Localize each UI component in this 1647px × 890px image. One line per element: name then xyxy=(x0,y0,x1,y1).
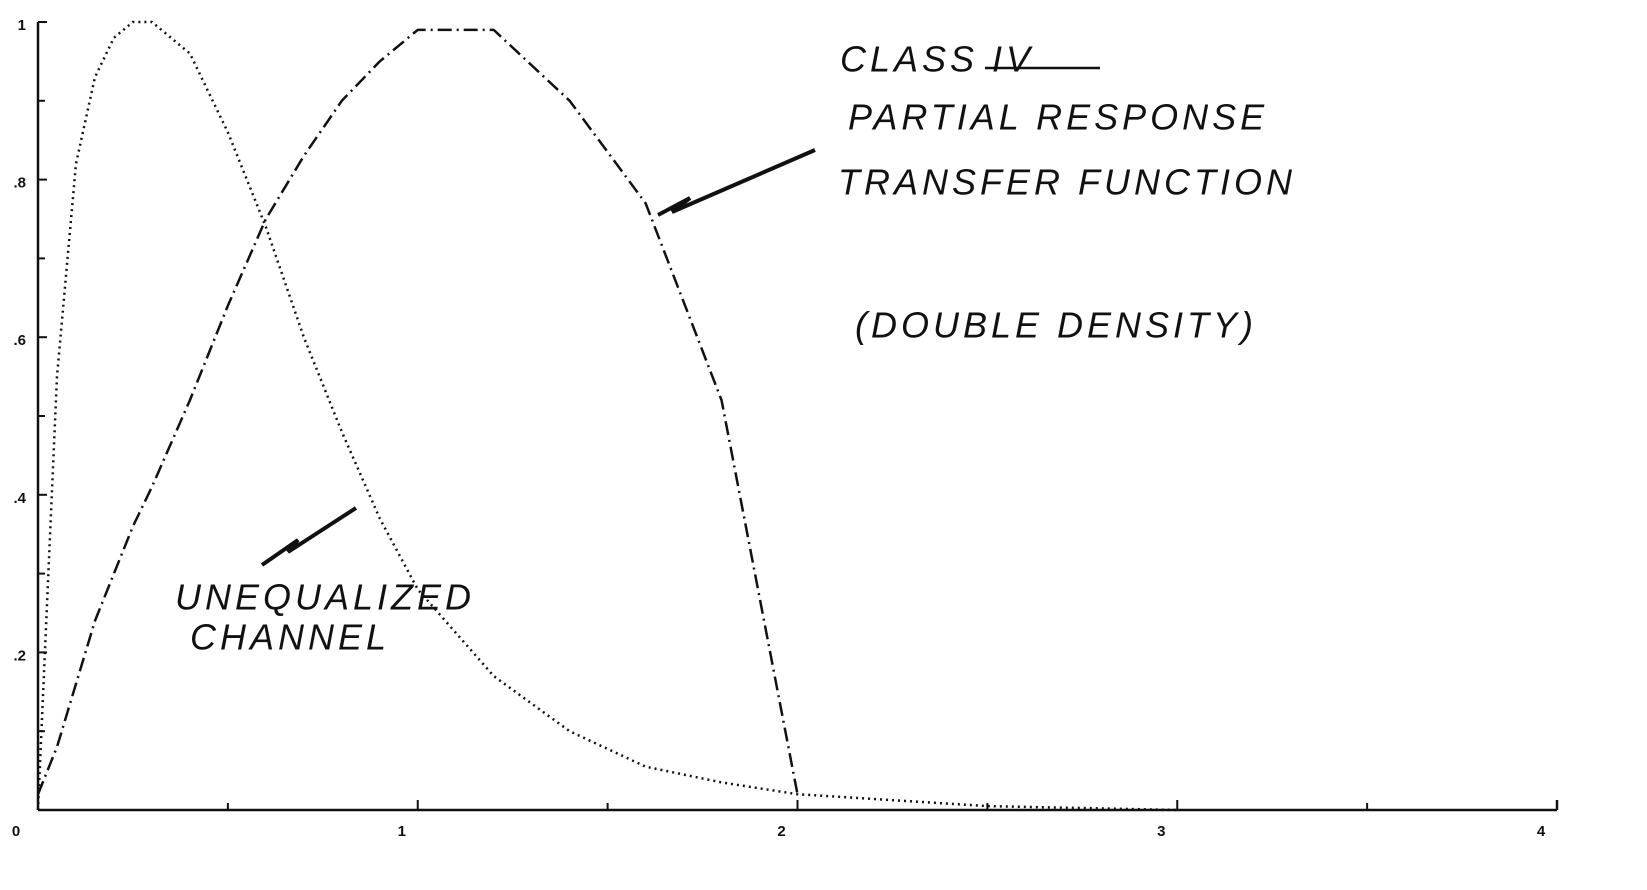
leader-arrow xyxy=(657,148,816,217)
annotation: CLASS IV xyxy=(840,39,1034,80)
x-tick-label: 1 xyxy=(398,823,406,840)
x-tick-label: 0 xyxy=(12,823,20,840)
y-tick-label: .8 xyxy=(13,175,26,192)
annotation: TRANSFER FUNCTION xyxy=(838,162,1296,203)
annotation: PARTIAL RESPONSE xyxy=(848,97,1268,138)
annotation: CHANNEL xyxy=(190,617,390,658)
y-tick-label: .4 xyxy=(13,490,26,507)
annotation: UNEQUALIZED xyxy=(175,577,475,618)
series-line xyxy=(36,20,1178,812)
leader-arrow xyxy=(260,506,358,567)
y-tick-label: .2 xyxy=(13,647,26,664)
series-line xyxy=(36,28,799,795)
x-tick-label: 3 xyxy=(1157,823,1165,840)
y-tick-label: .6 xyxy=(13,332,26,349)
x-tick-label: 4 xyxy=(1537,823,1546,840)
y-tick-label: 1 xyxy=(18,17,26,34)
x-tick-label: 2 xyxy=(777,823,785,840)
annotation: (DOUBLE DENSITY) xyxy=(855,305,1257,346)
